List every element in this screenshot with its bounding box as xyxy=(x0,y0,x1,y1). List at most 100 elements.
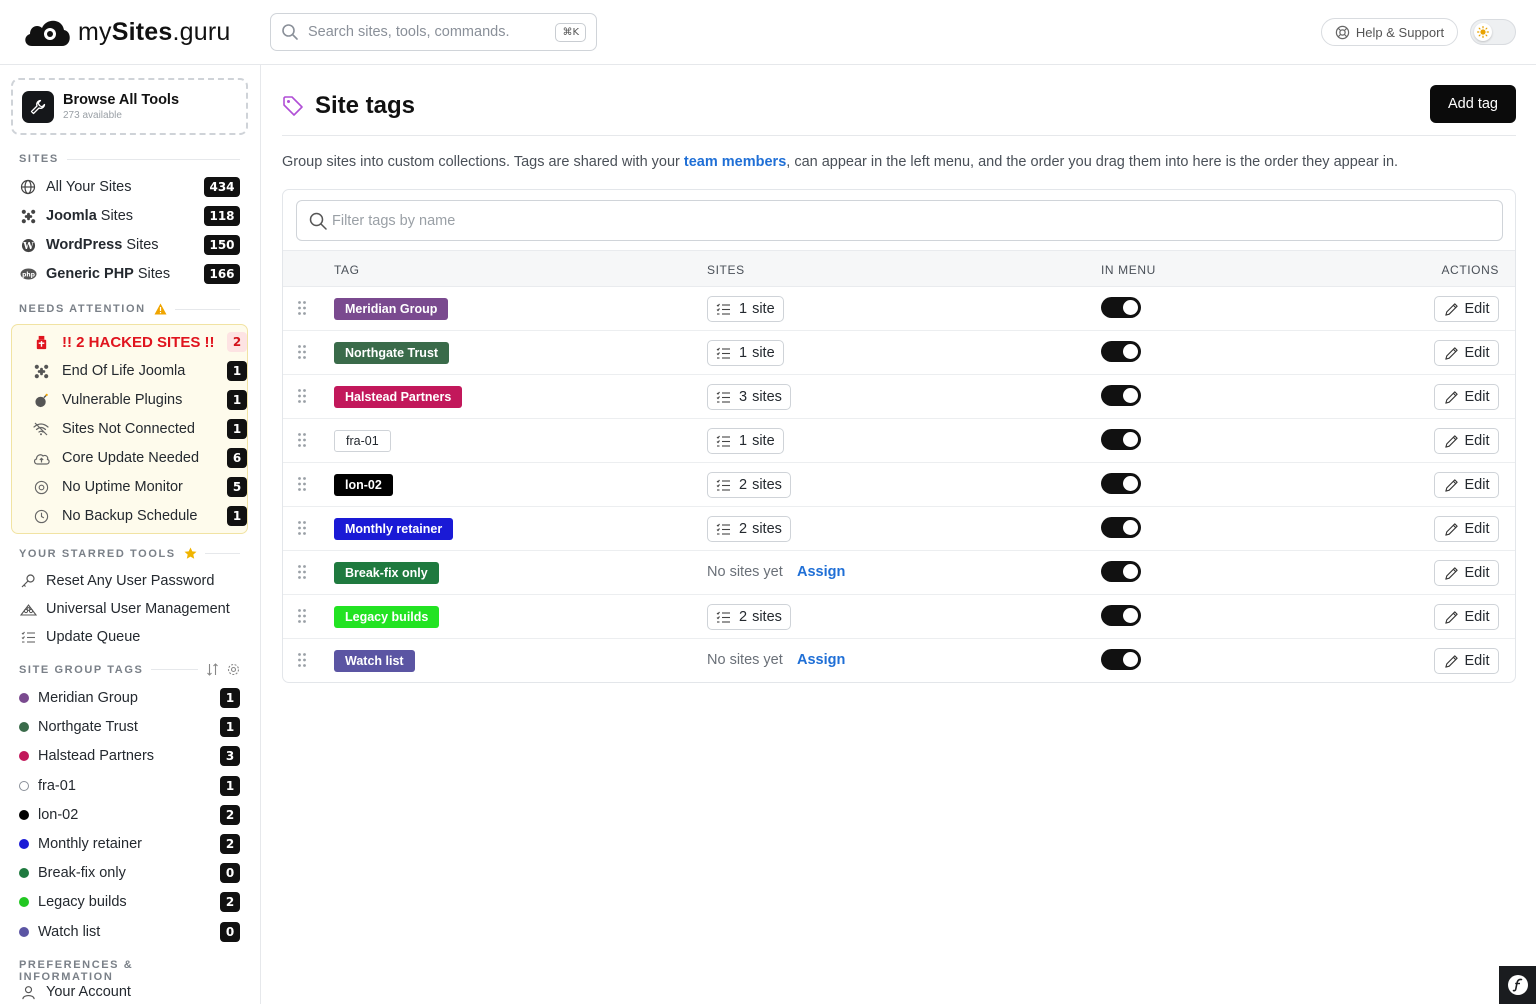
edit-button[interactable]: Edit xyxy=(1434,472,1499,498)
corner-widget-button[interactable] xyxy=(1499,966,1536,1004)
sidebar-item-joomla-sites[interactable]: Joomla Sites 118 xyxy=(19,203,240,229)
toggle-knob xyxy=(1123,344,1138,359)
sidebar: Browse All Tools 273 available SITES All… xyxy=(0,65,261,1004)
in-menu-toggle[interactable] xyxy=(1101,605,1141,626)
edit-button[interactable]: Edit xyxy=(1434,516,1499,542)
drag-handle[interactable] xyxy=(297,608,307,624)
starred-item-universal-user-management[interactable]: Universal User Management xyxy=(19,596,240,622)
edit-button[interactable]: Edit xyxy=(1434,560,1499,586)
drag-handle[interactable] xyxy=(297,432,307,448)
search-input[interactable]: Search sites, tools, commands. xyxy=(308,24,510,40)
assign-link[interactable]: Assign xyxy=(797,564,846,580)
sidebar-tag-label: Halstead Partners xyxy=(38,748,155,765)
sites-count-button[interactable]: 3 sites xyxy=(707,384,791,410)
in-menu-toggle[interactable] xyxy=(1101,429,1141,450)
edit-button[interactable]: Edit xyxy=(1434,648,1499,674)
logo[interactable]: mySites.guru xyxy=(22,16,230,48)
in-menu-toggle[interactable] xyxy=(1101,517,1141,538)
attention-item-sites-not-connected[interactable]: Sites Not Connected 1 xyxy=(32,416,247,442)
drag-handle-icon xyxy=(298,345,306,359)
pencil-icon xyxy=(1444,346,1458,360)
sidebar-tag-item[interactable]: lon-02 2 xyxy=(19,802,240,828)
assign-link[interactable]: Assign xyxy=(797,652,846,668)
starred-item-update-queue[interactable]: Update Queue xyxy=(19,624,240,650)
add-tag-button[interactable]: Add tag xyxy=(1430,85,1516,123)
starred-item-reset-password[interactable]: Reset Any User Password xyxy=(19,568,240,594)
sidebar-item-wordpress-sites[interactable]: W WordPress Sites 150 xyxy=(19,232,240,258)
sites-count-button[interactable]: 1 site xyxy=(707,340,784,366)
sites-unit: sites xyxy=(752,521,782,537)
count-badge: 1 xyxy=(227,361,247,381)
sidebar-tag-item[interactable]: Monthly retainer 2 xyxy=(19,831,240,857)
sidebar-tag-item[interactable]: Watch list 0 xyxy=(19,919,240,945)
sites-count-button[interactable]: 1 site xyxy=(707,428,784,454)
edit-button[interactable]: Edit xyxy=(1434,296,1499,322)
drag-handle[interactable] xyxy=(297,520,307,536)
in-menu-toggle[interactable] xyxy=(1101,385,1141,406)
sidebar-tag-item[interactable]: fra-01 1 xyxy=(19,773,240,799)
count-badge: 1 xyxy=(220,775,240,796)
sidebar-tag-item[interactable]: Break-fix only 0 xyxy=(19,860,240,886)
main-content: Site tags Add tag Group sites into custo… xyxy=(261,65,1536,1004)
drag-handle[interactable] xyxy=(297,652,307,668)
theme-toggle[interactable] xyxy=(1470,19,1516,45)
in-menu-toggle[interactable] xyxy=(1101,561,1141,582)
sites-count-button[interactable]: 2 sites xyxy=(707,472,791,498)
sidebar-tag-item[interactable]: Halstead Partners 3 xyxy=(19,743,240,769)
edit-button[interactable]: Edit xyxy=(1434,340,1499,366)
edit-button[interactable]: Edit xyxy=(1434,428,1499,454)
in-menu-toggle[interactable] xyxy=(1101,341,1141,362)
team-members-link[interactable]: team members xyxy=(683,154,787,170)
attention-item-no-backup-schedule[interactable]: No Backup Schedule 1 xyxy=(32,503,247,529)
drag-handle[interactable] xyxy=(297,344,307,360)
sites-count-button[interactable]: 2 sites xyxy=(707,604,791,630)
table-row: Break-fix only No sites yet Assign Edit xyxy=(283,551,1515,595)
count-badge: 1 xyxy=(227,506,247,526)
globe-icon xyxy=(20,179,36,195)
sites-count-button[interactable]: 2 sites xyxy=(707,516,791,542)
edit-button[interactable]: Edit xyxy=(1434,604,1499,630)
sidebar-item-all-sites[interactable]: All Your Sites 434 xyxy=(19,174,240,200)
edit-label: Edit xyxy=(1464,345,1490,361)
in-menu-toggle[interactable] xyxy=(1101,297,1141,318)
cloud-logo-icon xyxy=(25,20,70,46)
site-group-tags-section-title: SITE GROUP TAGS xyxy=(19,663,240,676)
sort-icon[interactable] xyxy=(206,663,219,676)
attention-item-eol-joomla[interactable]: End Of Life Joomla 1 xyxy=(32,358,247,384)
sidebar-item-your-account[interactable]: Your Account xyxy=(19,979,240,1005)
list-check-icon xyxy=(716,347,730,359)
gear-icon[interactable] xyxy=(227,663,240,676)
star-icon xyxy=(184,547,197,559)
attention-item-hacked-sites[interactable]: !! 2 HACKED SITES !! 2 xyxy=(32,329,247,355)
sites-count-button[interactable]: 1 site xyxy=(707,296,784,322)
page-description: Group sites into custom collections. Tag… xyxy=(282,154,1399,170)
filter-tags-input[interactable]: Filter tags by name xyxy=(296,200,1503,241)
browse-all-tools-button[interactable]: Browse All Tools 273 available xyxy=(11,78,248,135)
drag-handle[interactable] xyxy=(297,564,307,580)
attention-item-vulnerable-plugins[interactable]: Vulnerable Plugins 1 xyxy=(32,387,247,413)
sites-unit: site xyxy=(752,345,775,361)
count-badge: 1 xyxy=(220,688,240,708)
sites-count: 1 xyxy=(739,301,748,317)
in-menu-toggle[interactable] xyxy=(1101,649,1141,670)
drag-handle[interactable] xyxy=(297,388,307,404)
count-badge: 1 xyxy=(227,419,247,439)
attention-item-core-update-needed[interactable]: Core Update Needed 6 xyxy=(32,445,247,471)
edit-button[interactable]: Edit xyxy=(1434,384,1499,410)
sidebar-item-generic-php-sites[interactable]: php Generic PHP Sites 166 xyxy=(19,261,240,287)
tag-badge: Legacy builds xyxy=(334,606,440,628)
drag-handle[interactable] xyxy=(297,476,307,492)
global-search[interactable]: Search sites, tools, commands. ⌘K xyxy=(270,13,597,51)
pencil-icon xyxy=(1444,522,1458,536)
sidebar-tag-item[interactable]: Northgate Trust 1 xyxy=(19,714,240,740)
attention-item-no-uptime-monitor[interactable]: No Uptime Monitor 5 xyxy=(32,474,247,500)
in-menu-toggle[interactable] xyxy=(1101,473,1141,494)
sidebar-tag-item[interactable]: Legacy builds 2 xyxy=(19,889,240,915)
sites-unit: sites xyxy=(752,609,782,625)
help-support-button[interactable]: Help & Support xyxy=(1321,18,1458,46)
sites-unit: sites xyxy=(752,477,782,493)
table-row: Halstead Partners 3 sites Edit xyxy=(283,375,1515,419)
drag-handle[interactable] xyxy=(297,300,307,316)
edit-label: Edit xyxy=(1464,433,1490,449)
sidebar-tag-item[interactable]: Meridian Group 1 xyxy=(19,685,240,711)
